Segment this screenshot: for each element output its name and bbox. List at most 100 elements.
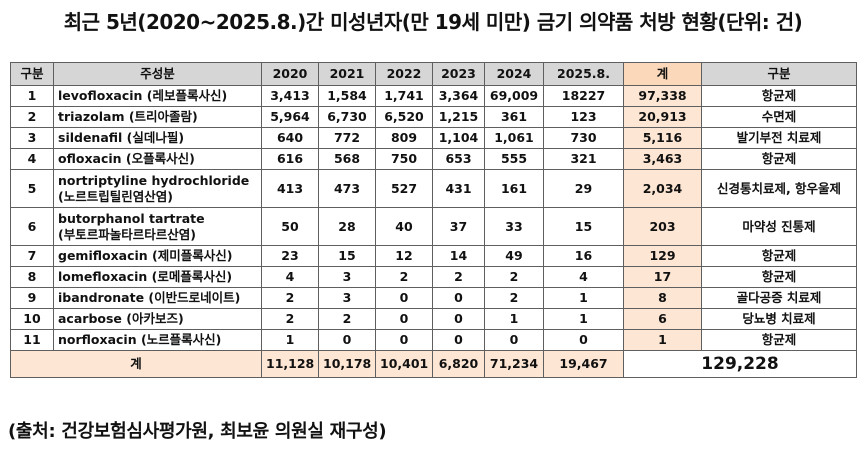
ingredient-name: acarbose (아카보즈) bbox=[53, 308, 262, 330]
value-2023: 2 bbox=[432, 266, 485, 288]
prescription-table: 구분 주성분 2020 2021 2022 2023 2024 2025.8. … bbox=[10, 62, 857, 378]
value-2025: 730 bbox=[543, 127, 624, 149]
row-number: 10 bbox=[10, 308, 54, 330]
ingredient-name-korean: (부토르파놀타르타르산염) bbox=[58, 226, 196, 242]
value-2025: 29 bbox=[543, 169, 624, 208]
ingredient-name: gemifloxacin (제미플록사신) bbox=[53, 245, 262, 267]
ingredient-name: ofloxacin (오플록사신) bbox=[53, 148, 262, 170]
table-row: 7 gemifloxacin (제미플록사신) 23 15 12 14 49 1… bbox=[10, 245, 857, 267]
header-category-no: 구분 bbox=[10, 62, 54, 86]
value-2025: 123 bbox=[543, 106, 624, 128]
value-2023: 0 bbox=[432, 329, 485, 351]
row-number: 6 bbox=[10, 207, 54, 246]
value-2021: 0 bbox=[318, 329, 376, 351]
row-total: 1 bbox=[623, 329, 702, 351]
value-2022: 527 bbox=[375, 169, 433, 208]
table-row: 5 nortriptyline hydrochloride (노르트립틸린염산염… bbox=[10, 169, 857, 208]
value-2021: 1,584 bbox=[318, 85, 376, 107]
value-2020: 640 bbox=[261, 127, 319, 149]
table-row: 3 sildenafil (실데나필) 640 772 809 1,104 1,… bbox=[10, 127, 857, 149]
value-2025: 18227 bbox=[543, 85, 624, 107]
total-2021: 10,178 bbox=[318, 350, 376, 378]
header-ingredient: 주성분 bbox=[53, 62, 262, 86]
value-2023: 1,104 bbox=[432, 127, 485, 149]
grand-total: 129,228 bbox=[623, 350, 857, 378]
value-2020: 616 bbox=[261, 148, 319, 170]
row-number: 3 bbox=[10, 127, 54, 149]
table-row: 11 norfloxacin (노르플록사신) 1 0 0 0 0 0 1 항균… bbox=[10, 329, 857, 351]
value-2025: 16 bbox=[543, 245, 624, 267]
value-2022: 12 bbox=[375, 245, 433, 267]
ingredient-name: triazolam (트리아졸람) bbox=[53, 106, 262, 128]
header-row: 구분 주성분 2020 2021 2022 2023 2024 2025.8. … bbox=[10, 62, 857, 86]
table-row: 6 butorphanol tartrate (부토르파놀타르타르산염) 50 … bbox=[10, 207, 857, 246]
row-total: 17 bbox=[623, 266, 702, 288]
header-2022: 2022 bbox=[375, 62, 433, 86]
ingredient-name-english: butorphanol tartrate bbox=[58, 210, 205, 226]
value-2021: 6,730 bbox=[318, 106, 376, 128]
ingredient-name: nortriptyline hydrochloride (노르트립틸린염산염) bbox=[53, 169, 262, 208]
row-number: 5 bbox=[10, 169, 54, 208]
drug-class: 당뇨병 치료제 bbox=[701, 308, 857, 330]
total-2024: 71,234 bbox=[484, 350, 544, 378]
drug-class: 신경통치료제, 항우울제 bbox=[701, 169, 857, 208]
drug-class: 항균제 bbox=[701, 329, 857, 351]
value-2024: 1 bbox=[484, 308, 544, 330]
value-2024: 69,009 bbox=[484, 85, 544, 107]
value-2025: 1 bbox=[543, 308, 624, 330]
row-total: 6 bbox=[623, 308, 702, 330]
value-2024: 555 bbox=[484, 148, 544, 170]
row-total: 2,034 bbox=[623, 169, 702, 208]
value-2020: 1 bbox=[261, 329, 319, 351]
value-2022: 1,741 bbox=[375, 85, 433, 107]
drug-class: 발기부전 치료제 bbox=[701, 127, 857, 149]
value-2022: 6,520 bbox=[375, 106, 433, 128]
total-2022: 10,401 bbox=[375, 350, 433, 378]
value-2020: 50 bbox=[261, 207, 319, 246]
value-2022: 40 bbox=[375, 207, 433, 246]
value-2023: 1,215 bbox=[432, 106, 485, 128]
value-2020: 2 bbox=[261, 287, 319, 309]
total-row: 계 11,128 10,178 10,401 6,820 71,234 19,4… bbox=[10, 350, 857, 378]
header-2024: 2024 bbox=[484, 62, 544, 86]
value-2025: 15 bbox=[543, 207, 624, 246]
ingredient-name: norfloxacin (노르플록사신) bbox=[53, 329, 262, 351]
ingredient-name: levofloxacin (레보플록사신) bbox=[53, 85, 262, 107]
drug-class: 항균제 bbox=[701, 245, 857, 267]
row-total: 5,116 bbox=[623, 127, 702, 149]
value-2020: 5,964 bbox=[261, 106, 319, 128]
value-2023: 3,364 bbox=[432, 85, 485, 107]
header-2021: 2021 bbox=[318, 62, 376, 86]
header-2023: 2023 bbox=[432, 62, 485, 86]
ingredient-name: sildenafil (실데나필) bbox=[53, 127, 262, 149]
value-2025: 321 bbox=[543, 148, 624, 170]
value-2025: 4 bbox=[543, 266, 624, 288]
value-2025: 1 bbox=[543, 287, 624, 309]
drug-class: 항균제 bbox=[701, 148, 857, 170]
value-2021: 772 bbox=[318, 127, 376, 149]
value-2023: 0 bbox=[432, 287, 485, 309]
value-2020: 4 bbox=[261, 266, 319, 288]
page-title: 최근 5년(2020~2025.8.)간 미성년자(만 19세 미만) 금기 의… bbox=[63, 10, 803, 34]
value-2021: 28 bbox=[318, 207, 376, 246]
ingredient-name: butorphanol tartrate (부토르파놀타르타르산염) bbox=[53, 207, 262, 246]
value-2023: 37 bbox=[432, 207, 485, 246]
value-2021: 3 bbox=[318, 287, 376, 309]
value-2020: 3,413 bbox=[261, 85, 319, 107]
header-drug-class: 구분 bbox=[701, 62, 857, 86]
ingredient-name: ibandronate (이반드로네이트) bbox=[53, 287, 262, 309]
value-2023: 653 bbox=[432, 148, 485, 170]
row-total: 129 bbox=[623, 245, 702, 267]
value-2022: 750 bbox=[375, 148, 433, 170]
value-2021: 473 bbox=[318, 169, 376, 208]
drug-class: 항균제 bbox=[701, 85, 857, 107]
table-row: 10 acarbose (아카보즈) 2 2 0 0 1 1 6 당뇨병 치료제 bbox=[10, 308, 857, 330]
value-2024: 1,061 bbox=[484, 127, 544, 149]
value-2020: 2 bbox=[261, 308, 319, 330]
value-2021: 568 bbox=[318, 148, 376, 170]
value-2024: 0 bbox=[484, 329, 544, 351]
value-2020: 413 bbox=[261, 169, 319, 208]
drug-class: 골다공증 치료제 bbox=[701, 287, 857, 309]
value-2021: 2 bbox=[318, 308, 376, 330]
value-2022: 0 bbox=[375, 287, 433, 309]
